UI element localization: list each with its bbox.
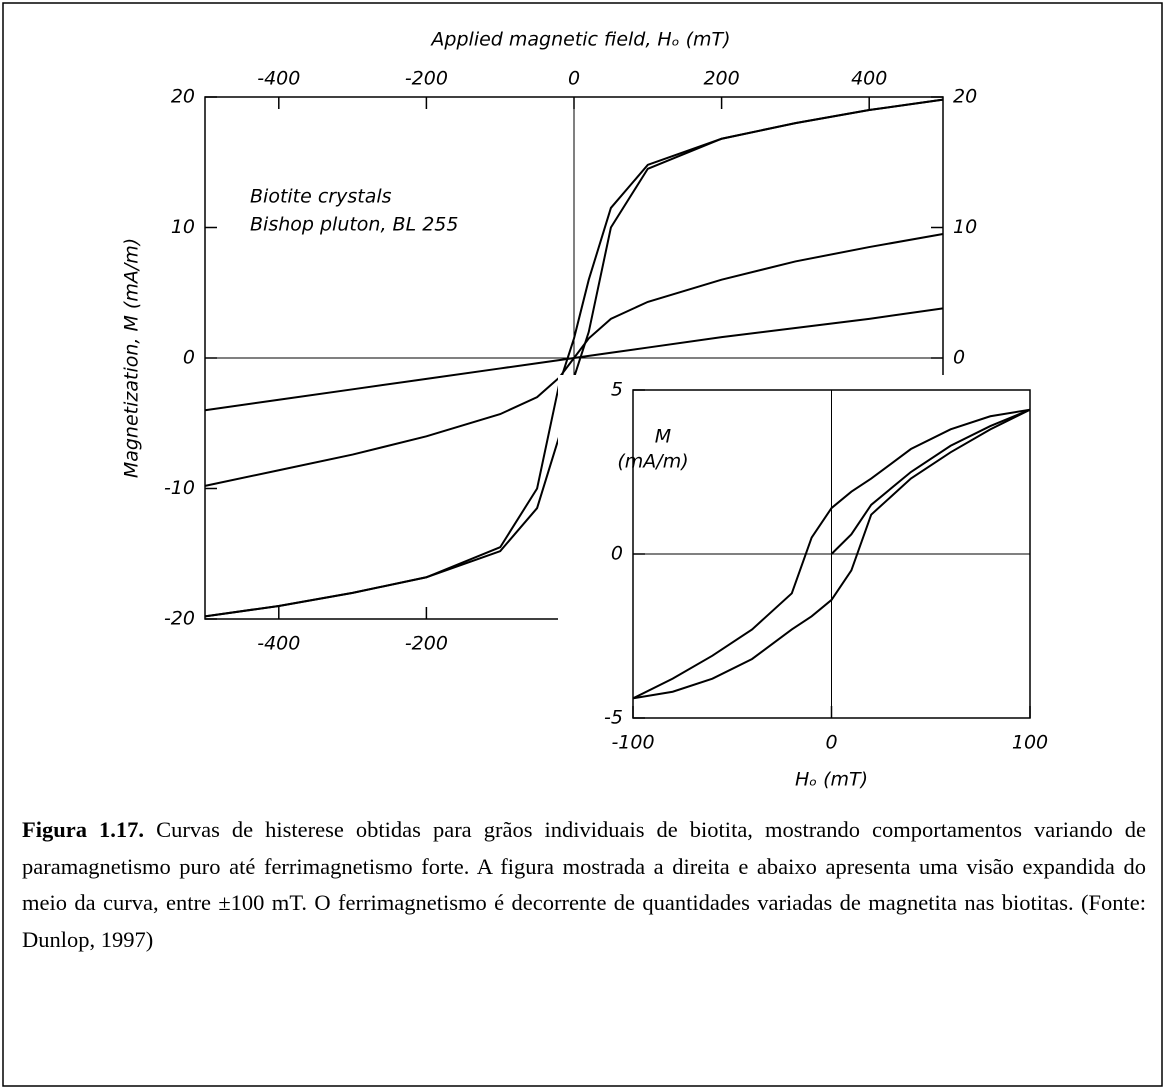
caption-text: Curvas de histerese obtidas para grãos i… [22,817,1147,952]
annotation: Bishop pluton, BL 255 [250,214,458,236]
x-axis-label: Hₒ (mT) [795,769,868,791]
x-tick-label: -400 [257,633,300,655]
y2-tick-label: 10 [953,216,977,238]
x-tick-label: -400 [257,68,300,90]
x-tick-label: 400 [851,68,887,90]
y-tick-label: -10 [164,477,195,499]
y-tick-label: 10 [171,216,195,238]
y2-tick-label: 20 [953,86,977,108]
y-tick-label: 0 [183,347,195,369]
x-tick-label: 200 [703,68,739,90]
y-tick-label: 5 [611,379,623,401]
x-tick-label: 100 [1012,732,1048,754]
caption: Figura 1.17. Curvas de histerese obtidas… [22,812,1146,958]
curve [632,408,1031,700]
x-tick-label: -200 [405,68,448,90]
x-tick-label: -100 [611,732,654,754]
y-tick-label: -5 [604,707,623,729]
x-axis-label: Applied magnetic field, Hₒ (mT) [429,29,730,51]
y-tick-label: 20 [171,86,195,108]
y-axis-label: (mA/m) [617,451,688,473]
x-tick-label: -200 [405,633,448,655]
y-axis-label: M [655,426,671,448]
y2-tick-label: 0 [953,347,965,369]
curve [632,408,1031,700]
curve [204,307,944,412]
annotation: Biotite crystals [250,186,392,208]
y-axis-label: Magnetization, M (mA/m) [121,238,143,478]
x-tick-label: 0 [568,68,580,90]
y-tick-label: -20 [164,608,195,630]
x-tick-label: 0 [825,732,837,754]
inset-background [558,375,1045,808]
caption-label: Figura 1.17. [22,817,145,842]
curve [830,408,1031,555]
y-tick-label: 0 [611,543,623,565]
